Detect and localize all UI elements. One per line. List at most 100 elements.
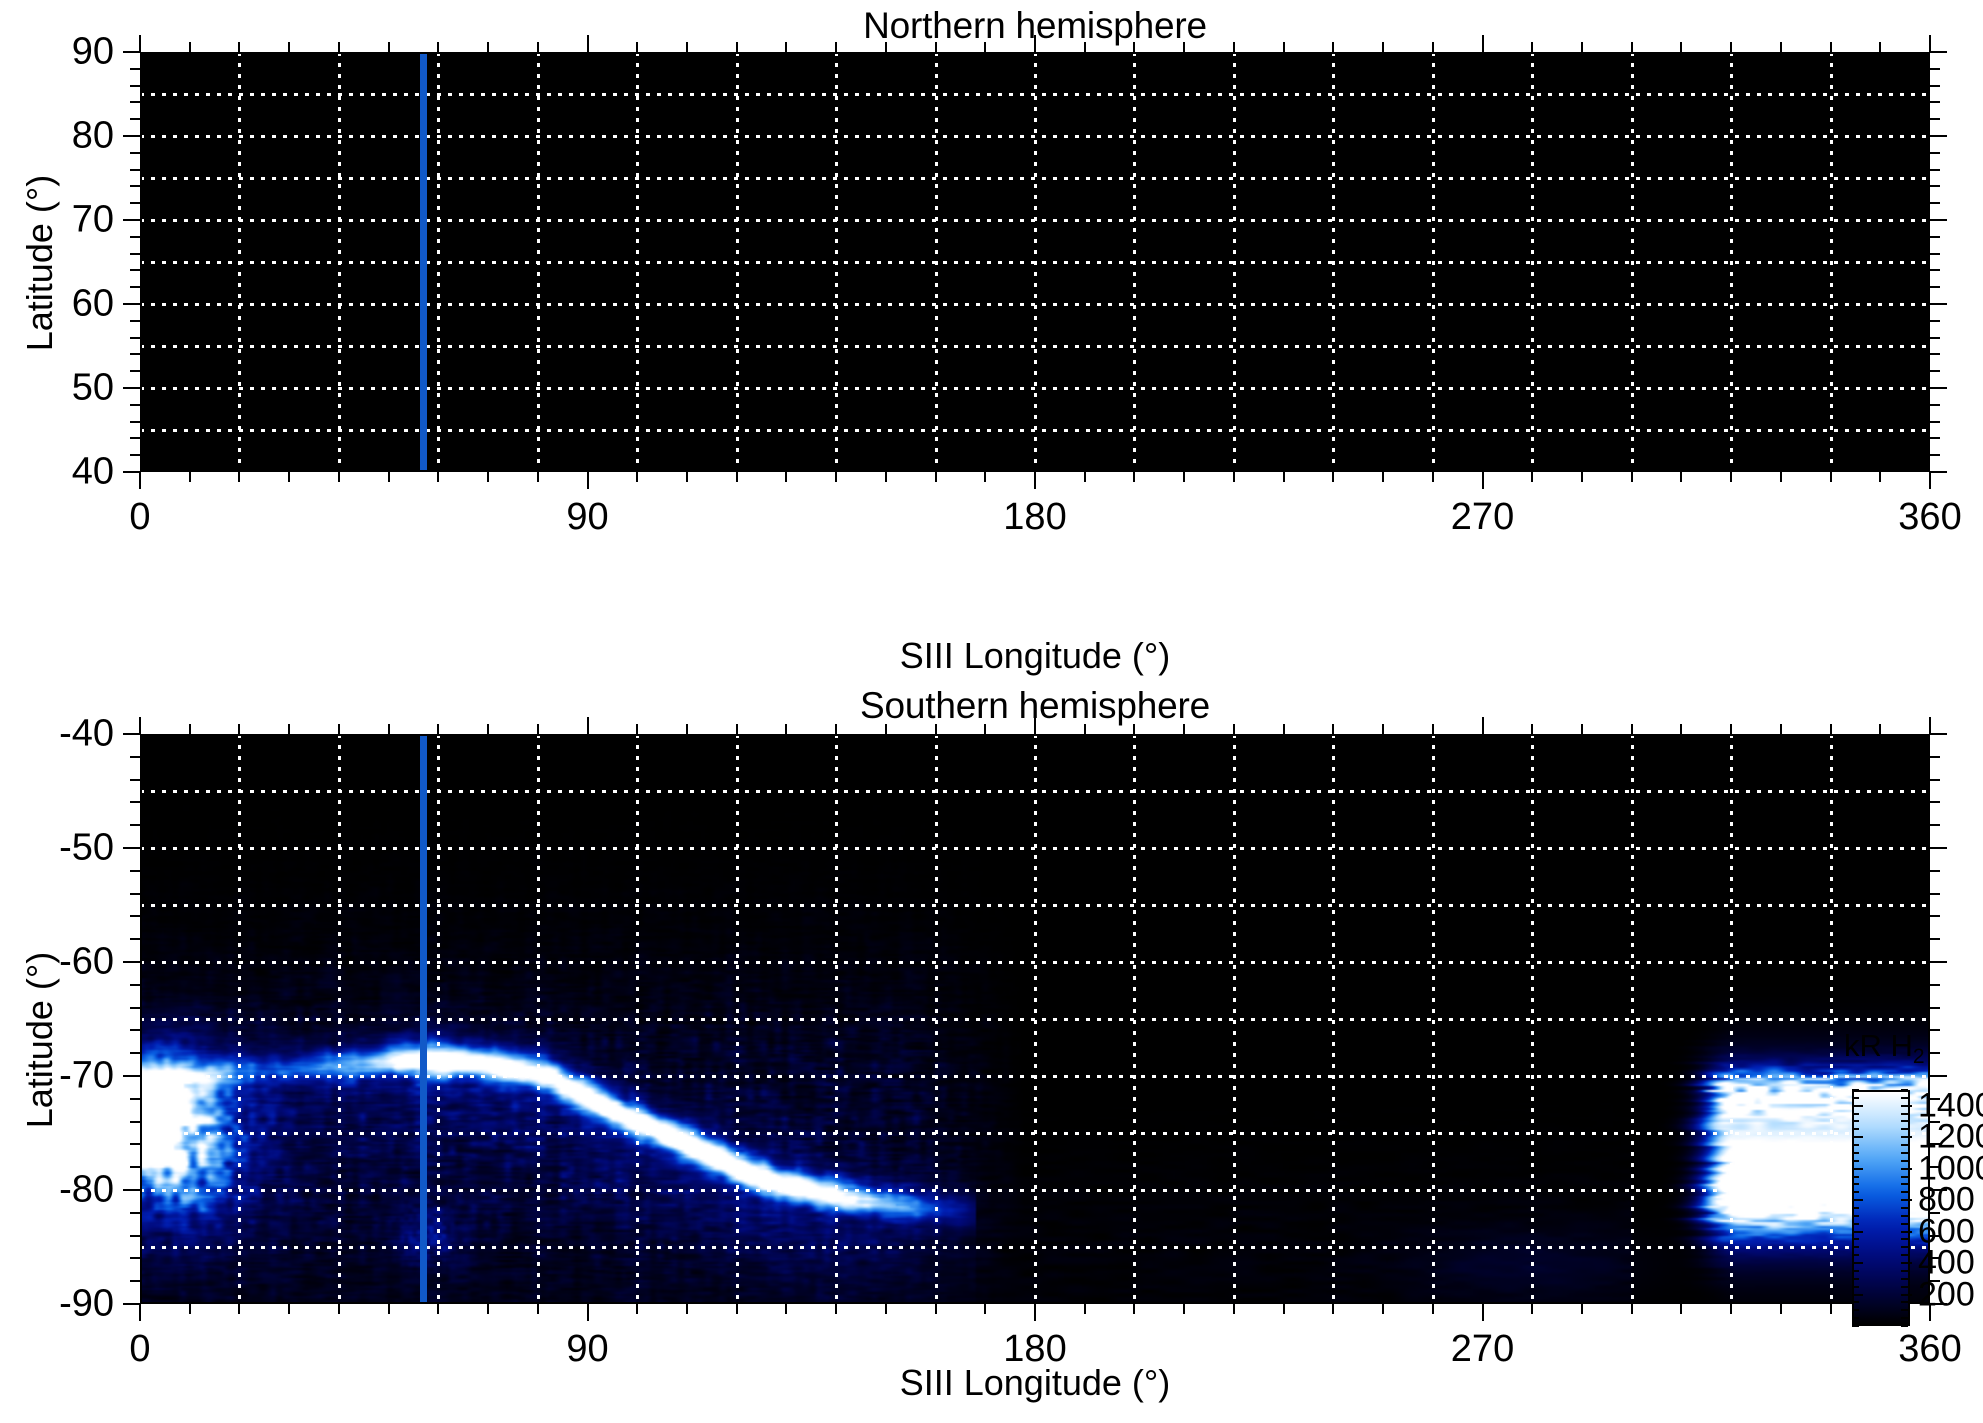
axis-tick — [1829, 1304, 1832, 1314]
colorbar-tick-label: 1000 — [1918, 1149, 1983, 1188]
colorbar-title-text: kR H — [1844, 1028, 1913, 1063]
colorbar-tick — [1901, 1151, 1908, 1154]
axis-tick — [130, 370, 140, 373]
colorbar-tick — [1852, 1136, 1863, 1139]
axis-tick — [1930, 437, 1940, 440]
x-tick-label: 180 — [1003, 496, 1067, 538]
axis-tick — [1034, 472, 1036, 489]
axis-tick — [1580, 42, 1583, 52]
x-tick-label: 90 — [566, 1328, 609, 1370]
y-tick-label: -70 — [59, 1054, 114, 1097]
axis-tick — [1930, 84, 1940, 87]
axis-tick — [586, 1304, 589, 1321]
axis-tick — [1930, 286, 1940, 289]
axis-tick — [123, 51, 140, 53]
colorbar-tick-label: 1200 — [1918, 1117, 1983, 1156]
axis-tick — [1580, 1304, 1583, 1314]
axis-tick — [1481, 472, 1484, 489]
axis-tick — [1730, 472, 1733, 482]
colorbar-tick — [1852, 1214, 1859, 1217]
axis-tick — [1930, 824, 1940, 827]
axis-tick — [1382, 472, 1385, 482]
colorbar-tick — [1852, 1230, 1863, 1233]
colorbar-tick — [1852, 1293, 1863, 1296]
axis-tick — [1779, 1304, 1782, 1314]
axis-tick — [1481, 1304, 1484, 1321]
axis-tick — [387, 472, 390, 482]
axis-tick — [536, 724, 539, 734]
axis-tick — [1382, 1304, 1385, 1314]
x-tick-label: 360 — [1898, 496, 1962, 538]
axis-tick — [586, 717, 589, 734]
axis-tick — [1232, 724, 1235, 734]
colorbar-tick — [1901, 1317, 1908, 1320]
axis-tick — [1930, 1166, 1940, 1169]
axis-tick — [337, 1304, 340, 1314]
axis-tick — [1481, 35, 1484, 52]
axis-tick — [1930, 1303, 1947, 1305]
axis-tick — [1431, 42, 1434, 52]
axis-tick — [337, 42, 340, 52]
axis-tick — [130, 269, 140, 272]
axis-tick — [1282, 724, 1285, 734]
axis-tick — [1481, 717, 1484, 734]
colorbar-gradient[interactable] — [1852, 1090, 1910, 1326]
colorbar-tick — [1852, 1199, 1863, 1202]
axis-tick — [685, 1304, 688, 1314]
axis-tick — [835, 1304, 838, 1314]
axis-tick — [130, 118, 140, 121]
axis-tick — [1232, 1304, 1235, 1314]
axis-tick — [130, 915, 140, 918]
axis-tick — [685, 724, 688, 734]
colorbar-tick — [1901, 1309, 1908, 1312]
colorbar-tick-label: 600 — [1918, 1212, 1975, 1251]
axis-tick — [1431, 1304, 1434, 1314]
axis-tick — [130, 252, 140, 255]
axis-tick — [1083, 724, 1086, 734]
axis-tick — [1930, 869, 1940, 872]
axis-tick — [1879, 472, 1882, 482]
plot-area-north[interactable] — [140, 52, 1930, 472]
axis-tick — [1183, 1304, 1186, 1314]
colorbar-tick — [1901, 1112, 1908, 1115]
axis-tick — [1630, 42, 1633, 52]
colorbar-tick — [1852, 1222, 1859, 1225]
axis-tick — [130, 84, 140, 87]
axis-tick — [130, 755, 140, 758]
colorbar-tick — [1901, 1199, 1912, 1202]
axis-tick — [785, 42, 788, 52]
colorbar-tick — [1852, 1325, 1859, 1327]
colorbar-tick — [1852, 1269, 1859, 1272]
colorbar-tick — [1901, 1262, 1912, 1265]
axis-tick — [984, 42, 987, 52]
plot-area-south[interactable] — [140, 734, 1930, 1304]
axis-tick — [1083, 42, 1086, 52]
y-tick-label: 50 — [71, 366, 114, 409]
axis-tick — [835, 42, 838, 52]
colorbar-title: kR H2 — [1844, 1028, 1925, 1069]
axis-tick — [1829, 724, 1832, 734]
axis-tick — [1930, 733, 1947, 735]
colorbar-tick — [1852, 1301, 1859, 1304]
axis-tick — [487, 472, 490, 482]
colorbar-tick — [1901, 1175, 1908, 1178]
axis-tick — [636, 1304, 639, 1314]
colorbar-tick-label: 200 — [1918, 1275, 1975, 1314]
axis-tick — [188, 724, 191, 734]
y-tick-label: -40 — [59, 712, 114, 755]
axis-tick — [1930, 252, 1940, 255]
y-tick-label: 80 — [71, 114, 114, 157]
axis-tick — [139, 1304, 141, 1321]
axis-tick — [1930, 370, 1940, 373]
colorbar-tick — [1901, 1230, 1912, 1233]
colorbar-title-subscript: 2 — [1912, 1045, 1925, 1069]
axis-tick — [1232, 472, 1235, 482]
axis-tick — [130, 983, 140, 986]
axis-tick — [288, 472, 291, 482]
axis-tick — [735, 42, 738, 52]
colorbar-tick — [1901, 1128, 1908, 1131]
colorbar-tick — [1852, 1309, 1859, 1312]
colorbar-tick — [1852, 1317, 1859, 1320]
axis-tick — [1133, 1304, 1136, 1314]
colorbar-tick — [1901, 1207, 1908, 1209]
